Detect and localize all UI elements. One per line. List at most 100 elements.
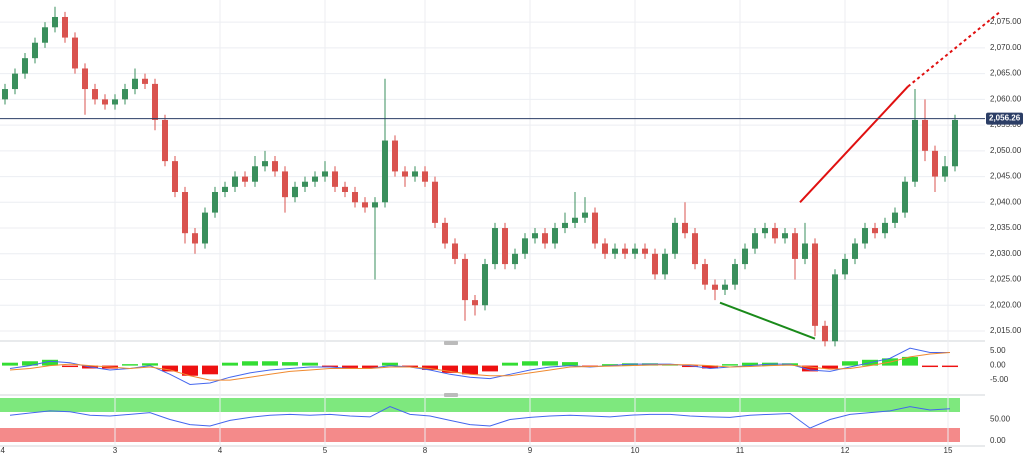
candle-body [212, 192, 218, 213]
histogram-bar [902, 356, 918, 366]
candle-body [362, 202, 368, 208]
candle-body [892, 212, 898, 223]
candle-body [952, 119, 958, 167]
candle-body [62, 16, 68, 38]
histogram-bar [242, 361, 258, 366]
candle-body [542, 233, 548, 244]
candle-body [82, 68, 88, 90]
candle-body [452, 243, 458, 259]
candle-body [642, 248, 648, 254]
candle-body [302, 181, 308, 187]
candle-body [272, 161, 278, 172]
candle-body [862, 228, 868, 244]
candle-body [462, 258, 468, 301]
candle-body [852, 243, 858, 259]
candle-body [522, 238, 528, 254]
candle-body [202, 212, 208, 244]
y-tick-label: 0.00 [990, 361, 1006, 370]
candle-body [552, 228, 558, 244]
candle-body [112, 99, 118, 105]
y-tick-label: 2,035.00 [990, 223, 1022, 232]
candle-body [412, 171, 418, 177]
candle-body [942, 166, 948, 177]
y-tick-label: 2,070.00 [990, 43, 1022, 52]
candle-body [122, 89, 128, 100]
candle-body [802, 243, 808, 259]
y-tick-label: -5.00 [990, 375, 1009, 384]
histogram-bar [922, 365, 938, 368]
resize-handle[interactable] [444, 341, 458, 345]
candle-body [932, 150, 938, 177]
candle-body [182, 192, 188, 234]
histogram-bar [462, 365, 478, 375]
x-tick-label: 10 [631, 446, 640, 455]
histogram-bar [162, 365, 178, 372]
candle-body [782, 233, 788, 239]
y-tick-label: 2,060.00 [990, 94, 1022, 103]
histogram-bar [602, 364, 618, 366]
candle-body [322, 171, 328, 177]
x-tick-label: 2024 [0, 446, 5, 455]
y-tick-label: 2,075.00 [990, 17, 1022, 26]
histogram-bar [682, 365, 698, 368]
candle-body [382, 140, 388, 203]
candle-body [582, 212, 588, 218]
candle-body [372, 202, 378, 208]
histogram-bar [562, 362, 578, 366]
candle-body [832, 274, 838, 342]
histogram-bar [282, 362, 298, 366]
candle-body [532, 233, 538, 239]
last-price-box [986, 112, 1023, 125]
candle-body [652, 253, 658, 275]
candle-body [132, 78, 138, 90]
x-tick-label: 4 [218, 446, 223, 455]
histogram-bar [942, 365, 958, 368]
candle-body [2, 89, 8, 100]
candle-body [682, 222, 688, 234]
candle-body [702, 264, 708, 285]
last-price-label: 2,056.26 [989, 114, 1021, 123]
candle-body [32, 42, 38, 59]
histogram-bar [202, 365, 218, 375]
macd-line [9, 352, 951, 381]
candle-body [332, 171, 338, 187]
candle-body [672, 222, 678, 254]
trend-line [799, 85, 909, 203]
histogram-bar [402, 365, 418, 368]
candle-body [622, 248, 628, 254]
histogram-bar [262, 361, 278, 366]
y-tick-label: 2,020.00 [990, 300, 1022, 309]
candle-body [572, 217, 578, 223]
overbought-band [0, 398, 960, 412]
histogram-bar [222, 362, 238, 366]
candle-body [592, 212, 598, 244]
y-tick-label: 2,025.00 [990, 275, 1022, 284]
histogram-bar [822, 365, 838, 369]
y-tick-label: 2,055.00 [990, 120, 1022, 129]
candle-body [662, 253, 668, 275]
candle-body [612, 248, 618, 254]
rsi-line [9, 406, 951, 429]
candle-body [262, 161, 268, 167]
histogram-bar [442, 365, 458, 373]
candle-body [432, 181, 438, 223]
x-tick-label: 9 [528, 446, 533, 455]
x-tick-label: 5 [323, 446, 328, 455]
candle-body [492, 228, 498, 265]
candle-body [52, 16, 58, 28]
resize-handle[interactable] [444, 393, 458, 397]
candle-body [232, 176, 238, 187]
candle-body [772, 228, 778, 239]
candle-body [752, 233, 758, 249]
histogram-bar [62, 365, 78, 368]
y-tick-label: 2,050.00 [990, 146, 1022, 155]
candle-body [922, 119, 928, 151]
histogram-bar [522, 361, 538, 366]
y-tick-label: 2,030.00 [990, 249, 1022, 258]
candle-body [762, 228, 768, 234]
histogram-bar [422, 365, 438, 370]
candle-body [742, 248, 748, 265]
histogram-bar [702, 365, 718, 369]
candle-body [912, 119, 918, 182]
candle-body [562, 222, 568, 229]
